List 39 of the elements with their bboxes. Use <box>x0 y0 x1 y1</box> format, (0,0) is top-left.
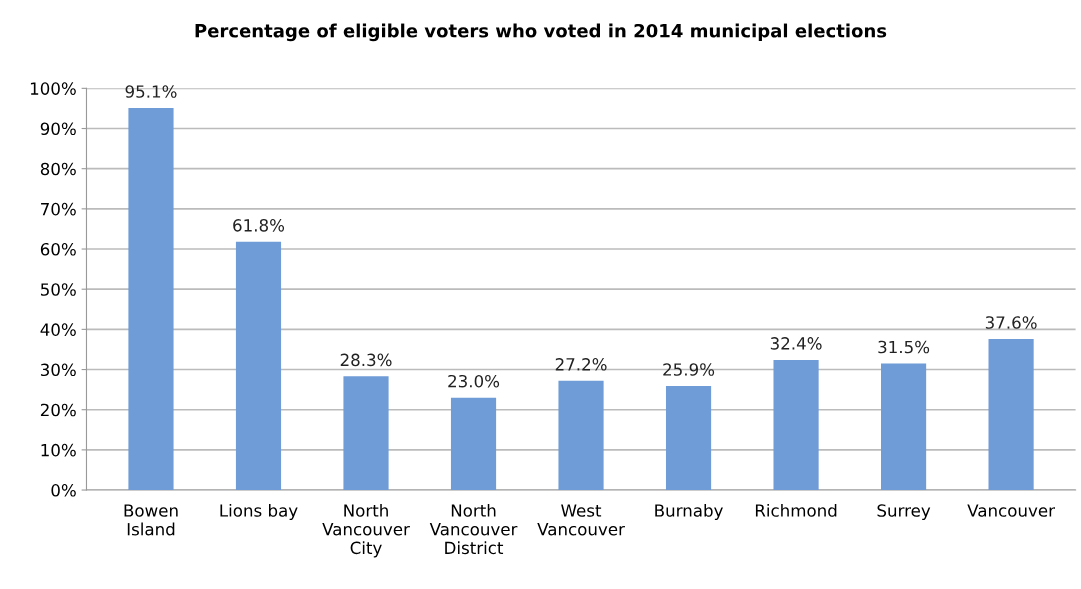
x-tick-label: North Vancouver District <box>429 503 518 555</box>
data-label: 31.5% <box>878 340 930 354</box>
y-tick-label: 30% <box>40 363 76 377</box>
bar <box>881 363 927 491</box>
y-tick-label: 90% <box>40 122 76 136</box>
data-label: 27.2% <box>555 358 607 371</box>
y-tick-label: 0% <box>51 484 76 497</box>
x-tick-label: North Vancouver City <box>322 503 410 558</box>
bar <box>558 380 604 491</box>
x-tick-label: Burnaby <box>655 503 723 521</box>
x-tick-label: Vancouver <box>967 504 1055 517</box>
y-tick-label: 70% <box>41 202 76 216</box>
y-tick-label: 80% <box>40 162 76 176</box>
bar <box>988 339 1034 491</box>
y-tick-label: 10% <box>41 443 76 457</box>
bar <box>773 359 819 491</box>
x-tick-label: Surrey <box>877 504 931 521</box>
bar <box>665 386 712 491</box>
data-label: 61.8% <box>233 219 285 232</box>
y-tick-label: 20% <box>40 403 76 417</box>
x-tick-label: Bowen Island <box>124 504 178 536</box>
data-label: 28.3% <box>340 353 392 367</box>
bar <box>235 241 282 491</box>
x-tick-label: West Vancouver <box>537 504 625 536</box>
x-tick-label: Lions bay <box>220 503 298 521</box>
data-label: 25.9% <box>663 363 715 376</box>
y-tick-label: 60% <box>40 242 76 256</box>
data-label: 37.6% <box>985 316 1037 329</box>
data-label: 32.4% <box>770 337 822 350</box>
y-tick-label: 50% <box>41 283 76 296</box>
data-label: 23.0% <box>448 374 500 388</box>
bar <box>343 376 389 491</box>
data-label: 95.1% <box>125 85 177 98</box>
chart-title: Percentage of eligible voters who voted in 2014 municipal elections <box>195 23 887 42</box>
y-tick-label: 100% <box>30 82 76 95</box>
y-tick-label: 40% <box>40 323 76 336</box>
bar <box>450 397 497 491</box>
x-tick-label: Richmond <box>755 503 837 517</box>
bar <box>128 108 174 491</box>
